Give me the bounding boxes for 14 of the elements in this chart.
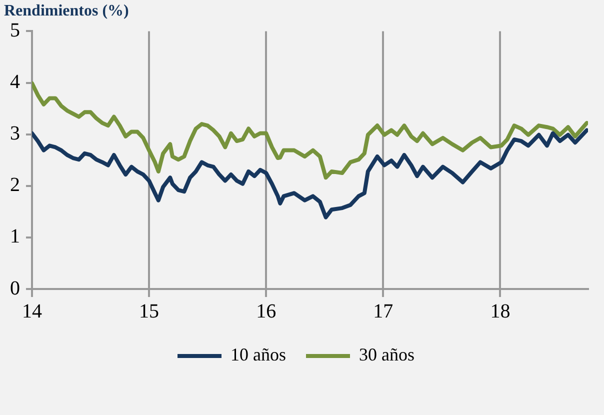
legend-label: 10 años [230,344,286,365]
x-tick-label: 17 [373,300,394,322]
x-tick-label: 18 [490,300,510,322]
legend-label: 30 años [359,344,414,365]
chart-title: Rendimientos (%) [4,2,129,20]
x-tick-label: 16 [256,300,276,322]
y-tick-label: 4 [10,71,20,94]
x-tick-label: 14 [22,300,42,322]
y-tick-label: 3 [10,122,20,145]
x-tick-label: 15 [139,300,160,322]
y-tick-label: 0 [10,277,20,300]
y-tick-label: 2 [10,174,20,196]
y-tick-label: 1 [10,226,20,248]
y-tick-label: 5 [10,19,20,42]
